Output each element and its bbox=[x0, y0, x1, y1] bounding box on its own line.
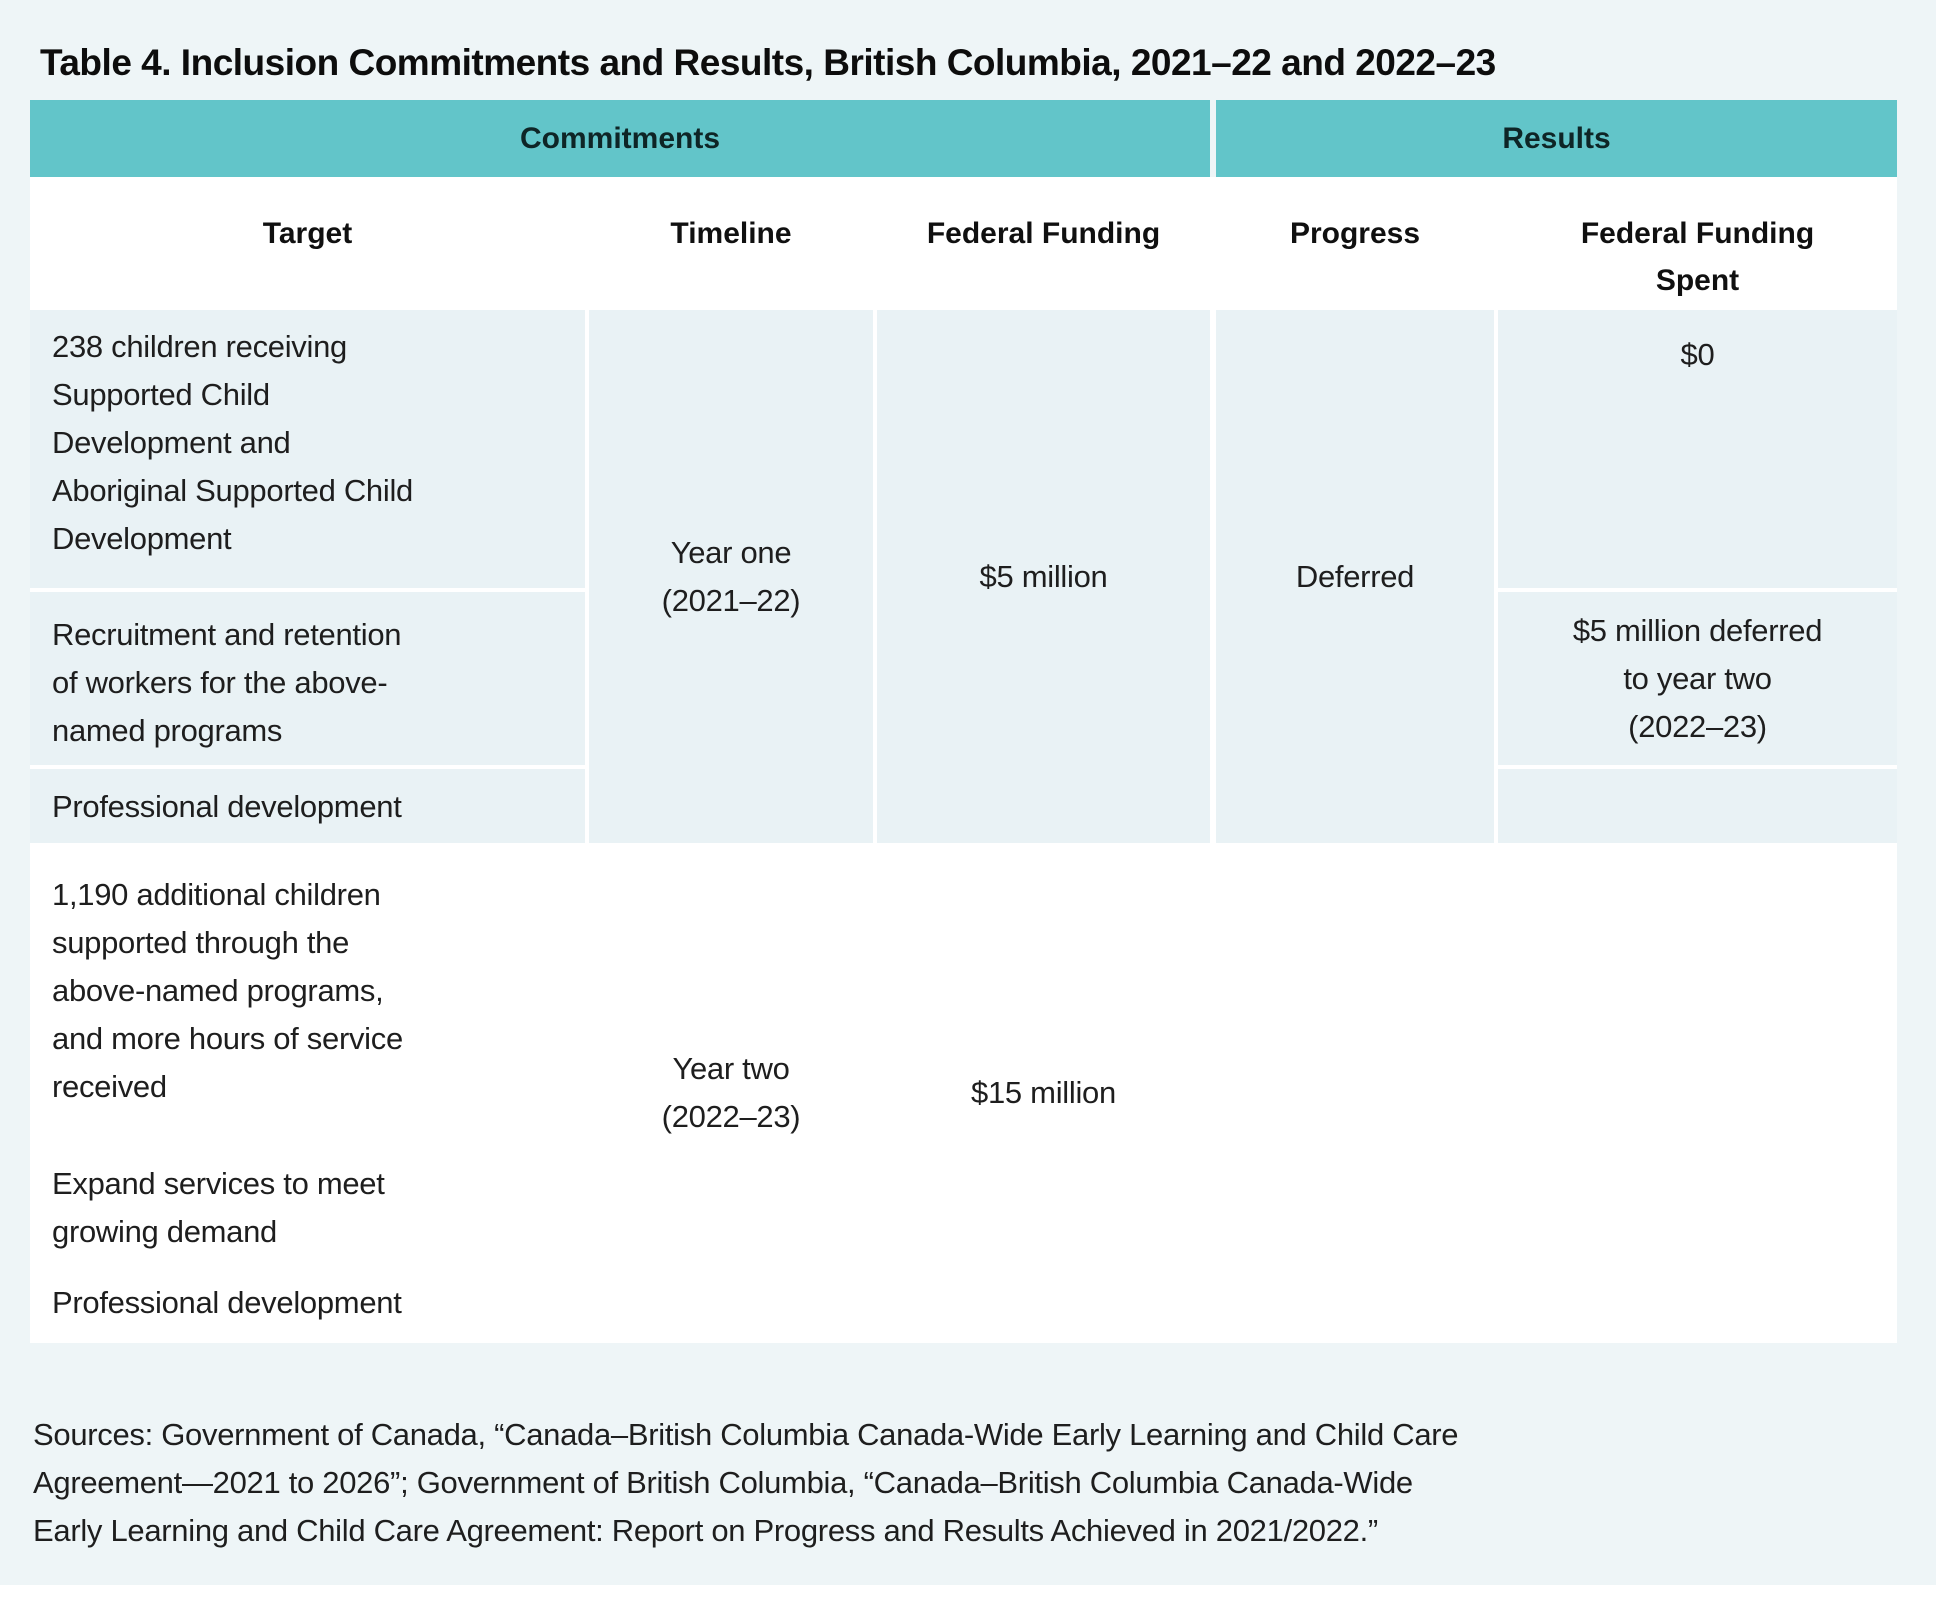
year-one-target-cell-3: Professional development bbox=[30, 769, 585, 843]
column-header-row-background bbox=[30, 177, 1897, 310]
year-one-funding-spent-cell-2: $5 million deferred to year two (2022–23… bbox=[1498, 592, 1897, 765]
year-two-progress-cell bbox=[1216, 843, 1494, 1343]
year-one-timeline-cell: Year one (2021–22) bbox=[589, 310, 873, 843]
year-two-section: 1,190 additional children supported thro… bbox=[30, 843, 1897, 1343]
year-one-target-cell-2: Recruitment and retention of workers for… bbox=[30, 592, 585, 765]
sources-note: Sources: Government of Canada, “Canada–B… bbox=[33, 1417, 1459, 1548]
column-header-progress: Progress bbox=[1289, 217, 1421, 250]
column-header-federal-funding-spent: Federal Funding Spent bbox=[1580, 217, 1815, 297]
group-header-commitments: Commitments bbox=[30, 100, 1210, 177]
column-header-timeline: Timeline bbox=[670, 217, 792, 250]
year-two-target-cell-2: Expand services to meet growing demand bbox=[52, 1166, 385, 1249]
year-two-target-cell-3: Professional development bbox=[52, 1285, 402, 1320]
year-one-funding-spent-cell-3 bbox=[1498, 769, 1897, 843]
year-one-funding-spent-cell-1: $0 bbox=[1498, 310, 1897, 588]
column-header-target: Target bbox=[262, 217, 353, 250]
column-header-federal-funding: Federal Funding bbox=[926, 217, 1161, 250]
year-one-federal-funding-cell: $5 million bbox=[877, 310, 1210, 843]
year-two-timeline-cell: Year two (2022–23) bbox=[661, 1051, 801, 1134]
year-two-target-cell-1: 1,190 additional children supported thro… bbox=[52, 877, 403, 1104]
year-one-progress-cell: Deferred bbox=[1216, 310, 1494, 843]
year-one-section: 238 children receiving Supported Child D… bbox=[30, 310, 1897, 843]
year-one-target-cell-1: 238 children receiving Supported Child D… bbox=[30, 310, 585, 588]
year-two-federal-funding-cell: $15 million bbox=[971, 1075, 1116, 1110]
group-header-results: Results bbox=[1216, 100, 1897, 177]
table-title: Table 4. Inclusion Commitments and Resul… bbox=[40, 42, 1496, 83]
year-two-funding-spent-cell bbox=[1498, 843, 1897, 1343]
